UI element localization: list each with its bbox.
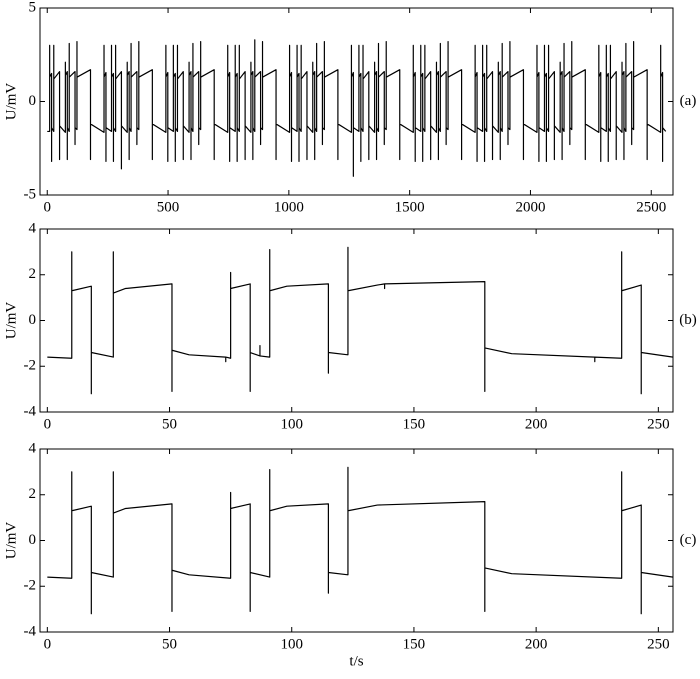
x-tick-label: 0 (43, 199, 51, 215)
x-tick-label: 0 (44, 416, 52, 432)
y-tick-label: 0 (29, 93, 37, 109)
x-tick-label: 100 (280, 636, 303, 652)
y-axis-label: U/mV (3, 522, 19, 560)
x-tick-label: 1000 (274, 199, 304, 215)
y-tick-label: 4 (29, 220, 37, 236)
voltage-trace (47, 39, 667, 177)
x-tick-label: 200 (525, 416, 548, 432)
x-tick-label: 1500 (395, 199, 425, 215)
x-tick-label: 150 (403, 416, 426, 432)
panel: -4 -2 0 2 4 0 50 100 150 200 250 (c) U/mV t/s (3, 440, 696, 669)
voltage-trace (47, 466, 674, 615)
y-tick-label: 2 (29, 266, 37, 282)
plot-frame (39, 7, 674, 196)
y-tick-label: -2 (24, 358, 37, 374)
x-axis-label: t/s (349, 653, 363, 669)
x-tick-label: 2500 (636, 199, 666, 215)
x-tick-label: 2000 (515, 199, 545, 215)
y-tick-label: 2 (29, 486, 37, 502)
x-tick-label: 0 (44, 636, 52, 652)
y-tick-label: -2 (24, 578, 37, 594)
panel-label: (c) (680, 532, 697, 548)
y-axis-label: U/mV (3, 302, 19, 340)
y-tick-label: 0 (29, 312, 37, 328)
panel-label: (a) (680, 93, 697, 109)
panel-label: (b) (679, 312, 697, 328)
y-tick-label: 0 (29, 532, 37, 548)
y-tick-label: 4 (29, 440, 37, 456)
x-tick-label: 250 (647, 636, 670, 652)
x-tick-label: 200 (525, 636, 548, 652)
x-tick-label: 50 (162, 636, 177, 652)
x-tick-label: 100 (280, 416, 303, 432)
y-tick-label: -4 (24, 403, 37, 419)
x-tick-label: 150 (403, 636, 426, 652)
x-tick-label: 250 (647, 416, 670, 432)
panel: -4 -2 0 2 4 0 50 100 150 200 250 (b) U/mV (3, 220, 696, 432)
y-tick-label: -5 (24, 186, 37, 202)
y-tick-label: 5 (29, 0, 37, 15)
voltage-trace (47, 246, 674, 395)
plot-frame (39, 448, 674, 633)
x-tick-label: 50 (162, 416, 177, 432)
y-axis-label: U/mV (3, 83, 19, 121)
plot-frame (39, 228, 674, 413)
panel: -5 0 5 0 500 1000 1500 2000 2500 (a) U/mV (3, 0, 696, 215)
x-tick-label: 500 (157, 199, 180, 215)
y-tick-label: -4 (24, 623, 37, 639)
